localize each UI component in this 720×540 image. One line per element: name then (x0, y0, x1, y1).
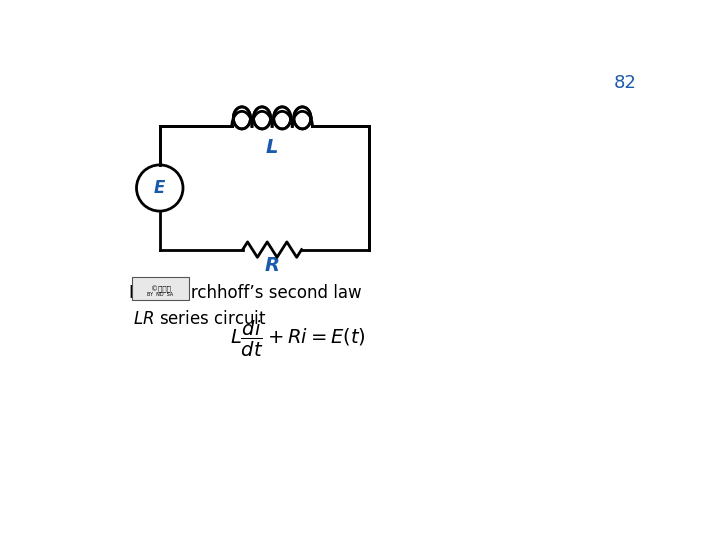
Text: E: E (154, 179, 166, 197)
Text: ©ⓇⓃⓈ: ©ⓇⓃⓈ (150, 285, 171, 293)
Text: L: L (266, 138, 279, 157)
Text: BY  ND  SA: BY ND SA (148, 292, 174, 296)
Ellipse shape (253, 107, 271, 129)
Ellipse shape (274, 107, 291, 129)
Ellipse shape (233, 107, 251, 129)
Text: From Kirchhoff’s second law: From Kirchhoff’s second law (129, 284, 361, 302)
Text: 82: 82 (613, 74, 636, 92)
FancyBboxPatch shape (132, 278, 189, 300)
Text: R: R (265, 256, 279, 275)
Text: $\mathit{LR}$ series circuit: $\mathit{LR}$ series circuit (132, 309, 266, 328)
Ellipse shape (294, 107, 311, 129)
Text: $L\dfrac{di}{dt} + Ri = E\left(t\right)$: $L\dfrac{di}{dt} + Ri = E\left(t\right)$ (230, 319, 365, 359)
